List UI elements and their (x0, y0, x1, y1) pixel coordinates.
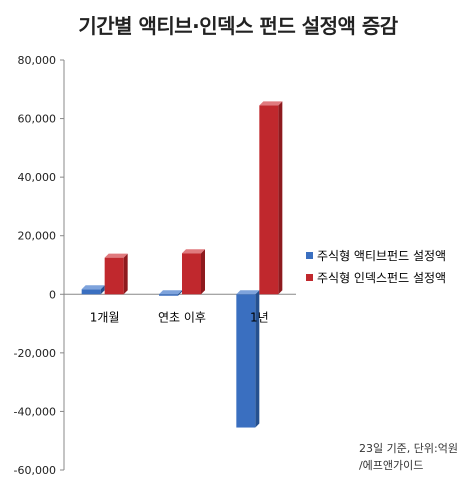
bar-top-face (159, 290, 182, 295)
bar-active (159, 290, 182, 296)
chart-legend: 주식형 액티브펀드 설정액 주식형 인덱스펀드 설정액 (306, 244, 446, 288)
bar-side-face (178, 290, 182, 296)
bar-front-face (104, 257, 124, 295)
bar-side-face (100, 285, 105, 295)
bar-top-face (259, 101, 283, 106)
chart-title: 기간별 액티브·인덱스 펀드 설정액 증감 (78, 14, 398, 38)
source-note: 23일 기준, 단위:억원 /에프앤가이드 (359, 440, 458, 474)
y-tick-label: -60,000 (14, 464, 56, 477)
legend-swatch-active (306, 251, 313, 259)
y-tick-label: 80,000 (18, 54, 57, 67)
bar-side-face (255, 290, 260, 428)
bar-active (81, 285, 105, 295)
source-line-unit: 23일 기준, 단위:억원 (358, 442, 458, 455)
legend-item-active: 주식형 액티브펀드 설정액 (306, 244, 446, 266)
bar-top-face (81, 285, 105, 290)
bar-front-face (159, 294, 178, 296)
legend-label-index: 주식형 인덱스펀드 설정액 (317, 270, 447, 285)
y-tick-label: 20,000 (18, 230, 57, 243)
y-tick-label: -40,000 (14, 405, 56, 418)
y-tick-label: -20,000 (14, 347, 56, 360)
legend-label-active: 주식형 액티브펀드 설정액 (317, 248, 447, 263)
bar-top-face (104, 253, 128, 258)
x-category-label: 연초 이후 (158, 310, 206, 324)
bar-side-face (278, 101, 283, 295)
bar-index (259, 101, 283, 295)
bar-side-face (123, 253, 128, 295)
bar-top-face (236, 290, 260, 295)
bar-front-face (236, 294, 256, 428)
bar-side-face (201, 249, 205, 295)
bar-active (236, 290, 260, 428)
source-line-provider: /에프앤가이드 (358, 459, 424, 472)
y-tick-label: 60,000 (18, 113, 57, 126)
x-category-label: 1개월 (90, 310, 120, 324)
bar-front-face (182, 253, 201, 295)
bar-layer (81, 101, 283, 428)
label-layer: 1개월 연초 이후 1년 (90, 310, 269, 324)
bar-front-face (259, 105, 279, 295)
legend-swatch-index (306, 273, 313, 281)
legend-item-index: 주식형 인덱스펀드 설정액 (306, 266, 446, 288)
axis-layer: 80,000 60,000 40,000 20,000 0 -20,000 -40,000 -… (14, 54, 296, 477)
y-tick-label: 40,000 (18, 171, 57, 184)
bar-index (104, 253, 128, 295)
bar-top-face (182, 249, 205, 254)
bar-front-face (81, 289, 101, 295)
y-tick-label: 0 (49, 288, 56, 301)
bar-index (182, 249, 205, 295)
x-category-label: 1년 (250, 310, 269, 324)
